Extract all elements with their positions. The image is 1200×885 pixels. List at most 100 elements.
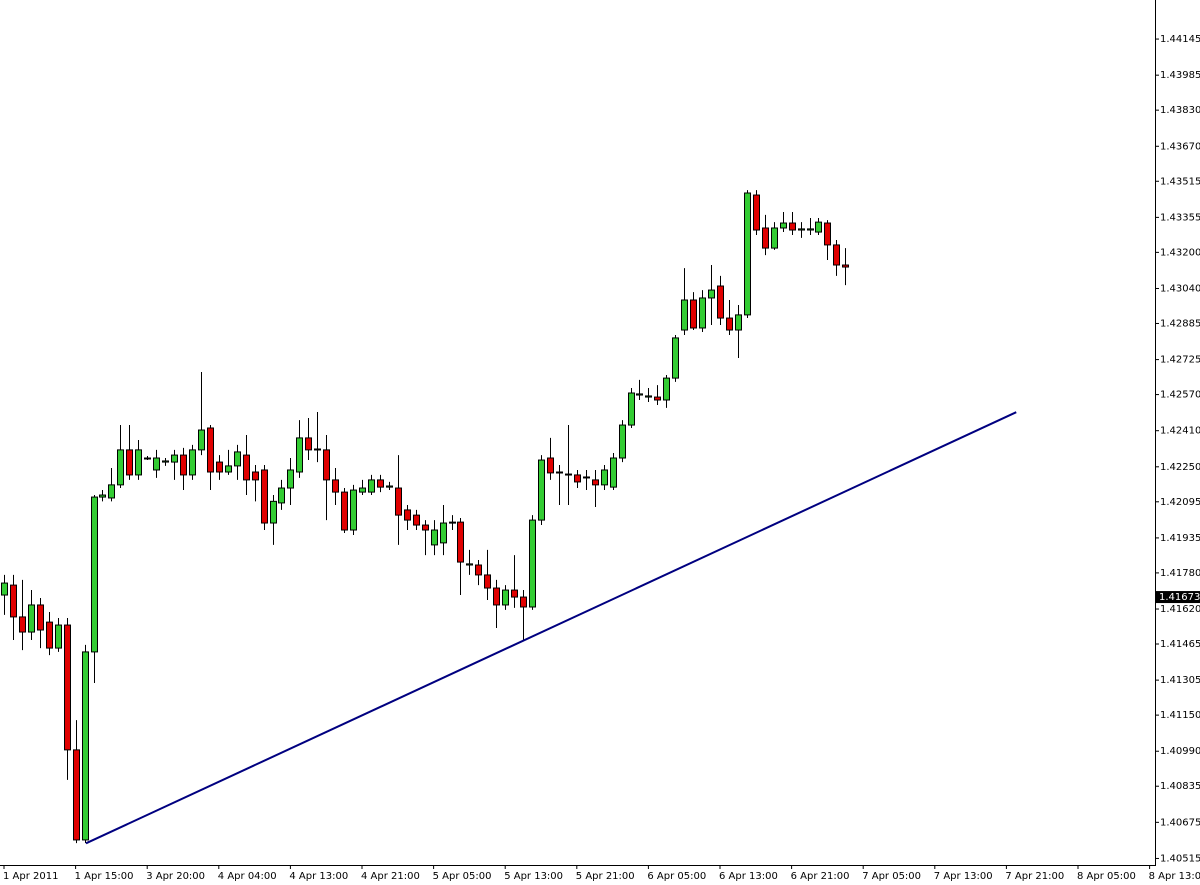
candle-body xyxy=(413,514,420,526)
candle-body xyxy=(377,479,384,488)
x-tick-label: 1 Apr 2011 xyxy=(3,871,58,882)
candle-body xyxy=(350,489,357,531)
candle-body xyxy=(314,448,321,451)
y-tick-label: 1.43200 xyxy=(1160,247,1200,258)
candle-body xyxy=(162,460,169,463)
candle-body xyxy=(511,589,518,598)
y-tick-label: 1.43670 xyxy=(1160,141,1200,152)
candle-body xyxy=(619,424,626,459)
y-tick-label: 1.42250 xyxy=(1160,462,1200,473)
candle-body xyxy=(216,461,223,473)
candle-body xyxy=(91,496,98,653)
candle-body xyxy=(422,524,429,531)
y-tick-label: 1.42725 xyxy=(1160,355,1200,366)
y-tick-label: 1.43985 xyxy=(1160,70,1200,81)
candle-body xyxy=(654,396,661,401)
candle-body xyxy=(37,604,44,631)
candle-body xyxy=(744,192,751,316)
candle-body xyxy=(610,457,617,488)
candle-body xyxy=(824,222,831,246)
x-tick-label: 5 Apr 13:00 xyxy=(504,871,563,882)
candle-body xyxy=(475,564,482,576)
candle-body xyxy=(64,624,71,751)
candle-body xyxy=(368,479,375,493)
candle-body xyxy=(395,487,402,516)
candle-body xyxy=(261,469,268,524)
candle-body xyxy=(789,222,796,231)
candle-body xyxy=(386,485,393,488)
y-tick-label: 1.44145 xyxy=(1160,34,1200,45)
candle-body xyxy=(359,487,366,493)
candle-body xyxy=(108,484,115,499)
candle-body xyxy=(207,427,214,473)
x-tick-label: 4 Apr 04:00 xyxy=(218,871,277,882)
candle-body xyxy=(252,471,259,481)
candle-body xyxy=(153,457,160,471)
candle-body xyxy=(484,574,491,589)
candle-body xyxy=(466,563,473,566)
y-tick-label: 1.41620 xyxy=(1160,604,1200,615)
candle-body xyxy=(726,317,733,331)
candle-body xyxy=(28,604,35,633)
y-tick-label: 1.40835 xyxy=(1160,781,1200,792)
x-tick-label: 7 Apr 05:00 xyxy=(862,871,921,882)
candle-body xyxy=(699,297,706,329)
candle-body xyxy=(431,529,438,546)
y-tick-label: 1.42410 xyxy=(1160,426,1200,437)
candle-body xyxy=(583,476,590,479)
y-tick-label: 1.41465 xyxy=(1160,639,1200,650)
x-tick-label: 6 Apr 05:00 xyxy=(647,871,706,882)
y-tick-label: 1.42885 xyxy=(1160,318,1200,329)
candle-body xyxy=(833,244,840,266)
candle-body xyxy=(270,500,277,524)
x-tick-label: 4 Apr 21:00 xyxy=(361,871,420,882)
candle-body xyxy=(815,221,822,233)
candle-body xyxy=(547,457,554,474)
x-tick-label: 5 Apr 05:00 xyxy=(433,871,492,882)
y-tick-label: 1.40515 xyxy=(1160,853,1200,864)
candle-body xyxy=(323,449,330,481)
candle-body xyxy=(636,393,643,396)
candle-body xyxy=(55,624,62,649)
candle-body xyxy=(717,285,724,319)
y-tick-label: 1.40675 xyxy=(1160,817,1200,828)
candle-body xyxy=(601,469,608,486)
candle-body xyxy=(753,194,760,231)
candle-body xyxy=(502,589,509,606)
y-tick-label: 1.41150 xyxy=(1160,710,1200,721)
candle-body xyxy=(296,437,303,473)
candle-body xyxy=(82,651,89,841)
x-tick-label: 7 Apr 13:00 xyxy=(934,871,993,882)
candle-body xyxy=(225,465,232,473)
candle-body xyxy=(708,289,715,299)
candle-body xyxy=(493,587,500,606)
candle-body xyxy=(780,222,787,229)
y-tick-label: 1.41780 xyxy=(1160,568,1200,579)
candle-body xyxy=(243,454,250,481)
candle-body xyxy=(645,395,652,398)
candle-body xyxy=(529,519,536,608)
candle-body xyxy=(144,457,151,460)
y-tick-label: 1.41935 xyxy=(1160,533,1200,544)
x-tick-label: 4 Apr 13:00 xyxy=(289,871,348,882)
candle-body xyxy=(807,228,814,231)
candle-body xyxy=(449,521,456,524)
candle-body xyxy=(565,473,572,476)
candle-body xyxy=(180,454,187,476)
candle-body xyxy=(628,392,635,426)
x-tick-label: 1 Apr 15:00 xyxy=(75,871,134,882)
candle-body xyxy=(19,616,26,633)
candle-body xyxy=(404,509,411,521)
y-tick-label: 1.43515 xyxy=(1160,176,1200,187)
candle-body xyxy=(663,377,670,401)
candle-body xyxy=(762,227,769,249)
candle-body xyxy=(234,451,241,467)
y-tick-label: 1.42570 xyxy=(1160,390,1200,401)
candle-body xyxy=(1,582,8,596)
candle-body xyxy=(798,228,805,231)
x-tick-label: 8 Apr 13:00 xyxy=(1149,871,1200,882)
candle-body xyxy=(556,471,563,474)
candle-body xyxy=(126,449,133,476)
